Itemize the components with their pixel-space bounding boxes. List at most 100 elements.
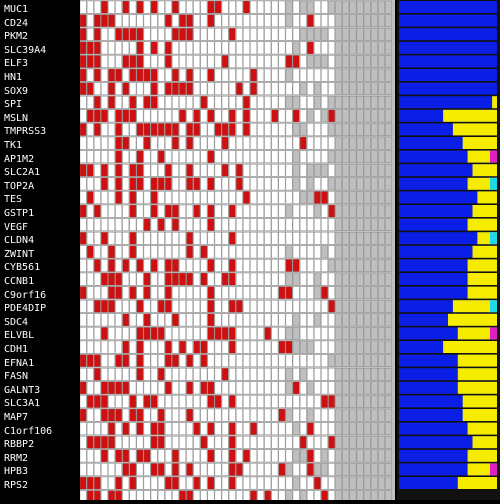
heatmap-cell (349, 463, 357, 476)
heatmap-cell (314, 490, 321, 500)
heatmap-cell (321, 95, 328, 109)
heatmap-cell (292, 313, 300, 327)
heatmap-cell (228, 28, 236, 41)
heatmap-cell (385, 490, 392, 500)
gene-label: CLDN4 (4, 235, 35, 247)
gene-label: SOX9 (4, 85, 29, 97)
heatmap-cell (214, 368, 222, 381)
heatmap-cell (243, 41, 250, 55)
heatmap-cell (314, 191, 321, 204)
heatmap-cell (115, 204, 123, 218)
heatmap-cell (115, 286, 123, 300)
heatmap-cell (228, 368, 236, 381)
heatmap-cell (299, 476, 307, 490)
heatmap-cell (172, 123, 179, 136)
heatmap-cell (179, 449, 186, 463)
heatmap-cell (342, 340, 350, 354)
heatmap-cell (271, 0, 279, 14)
heatmap-cell (299, 422, 307, 436)
heatmap-cell (235, 368, 243, 381)
heatmap-cell (385, 449, 392, 463)
heatmap-cell (150, 231, 158, 245)
heatmap-cell (115, 68, 123, 82)
heatmap-cell (235, 28, 243, 41)
heatmap-cell (292, 28, 300, 41)
heatmap-cell (349, 163, 357, 177)
heatmap-cell (378, 218, 385, 232)
heatmap-cell (235, 313, 243, 327)
heatmap-cell (356, 422, 364, 436)
heatmap-cell (335, 245, 343, 259)
heatmap-cell (143, 55, 151, 68)
heatmap-cell (257, 55, 265, 68)
heatmap-cell (342, 245, 350, 259)
heatmap-cell (278, 191, 286, 204)
heatmap-cell (179, 41, 186, 55)
heatmap-cell (314, 300, 321, 313)
heatmap-cell (80, 177, 87, 191)
heatmap-cell (207, 313, 215, 327)
heatmap-cell (172, 381, 179, 395)
heatmap-cell (164, 82, 172, 95)
heatmap-cell (278, 272, 286, 286)
heatmap-cell (328, 68, 336, 82)
heatmap-cell (278, 368, 286, 381)
heatmap-cell (243, 327, 250, 340)
bar-segment (457, 381, 497, 394)
heatmap-cell (136, 327, 144, 340)
heatmap-cell (129, 463, 137, 476)
heatmap-cell (179, 490, 186, 500)
heatmap-cell (101, 395, 108, 408)
heatmap-cell (264, 109, 272, 123)
heatmap-cell (200, 368, 208, 381)
heatmap-cell (143, 150, 151, 164)
heatmap-cell (285, 177, 293, 191)
bar-base (399, 245, 497, 258)
heatmap-cell (150, 41, 158, 55)
heatmap-cell (86, 82, 94, 95)
heatmap-cell (321, 286, 328, 300)
heatmap-cell (143, 218, 151, 232)
heatmap-cell (200, 408, 208, 422)
heatmap-cell (122, 463, 130, 476)
heatmap-cell (157, 395, 165, 408)
heatmap-cell (370, 150, 378, 164)
gene-label: TMPRSS3 (4, 126, 47, 138)
heatmap-cell (349, 218, 357, 232)
heatmap-cell (200, 163, 208, 177)
bar-segment (492, 96, 497, 109)
heatmap-cell (115, 82, 123, 95)
heatmap-cell (108, 109, 115, 123)
heatmap-cell (378, 436, 385, 449)
heatmap-cell (164, 490, 172, 500)
heatmap-cell (172, 14, 179, 28)
heatmap-cell (243, 381, 250, 395)
heatmap-cell (278, 150, 286, 164)
heatmap-cell (243, 368, 250, 381)
heatmap-cell (328, 272, 336, 286)
heatmap-cell (378, 204, 385, 218)
heatmap-cell (306, 55, 314, 68)
heatmap-cell (214, 218, 222, 232)
heatmap-cell (80, 476, 87, 490)
heatmap-cell (143, 136, 151, 150)
heatmap-cell (207, 82, 215, 95)
heatmap-cell (285, 436, 293, 449)
heatmap-cell (370, 286, 378, 300)
heatmap-cell (250, 436, 257, 449)
bar-segment (472, 205, 497, 217)
heatmap-cell (228, 245, 236, 259)
heatmap-cell (278, 408, 286, 422)
heatmap-cell (214, 95, 222, 109)
heatmap-cell (93, 368, 101, 381)
heatmap-cell (101, 231, 108, 245)
heatmap-cell (257, 218, 265, 232)
heatmap-cell (108, 368, 115, 381)
heatmap-cell (342, 123, 350, 136)
heatmap-cell (243, 177, 250, 191)
heatmap-cell (314, 150, 321, 164)
heatmap-cell (271, 395, 279, 408)
heatmap-cell (321, 231, 328, 245)
heatmap-cell (299, 300, 307, 313)
heatmap-cell (278, 300, 286, 313)
